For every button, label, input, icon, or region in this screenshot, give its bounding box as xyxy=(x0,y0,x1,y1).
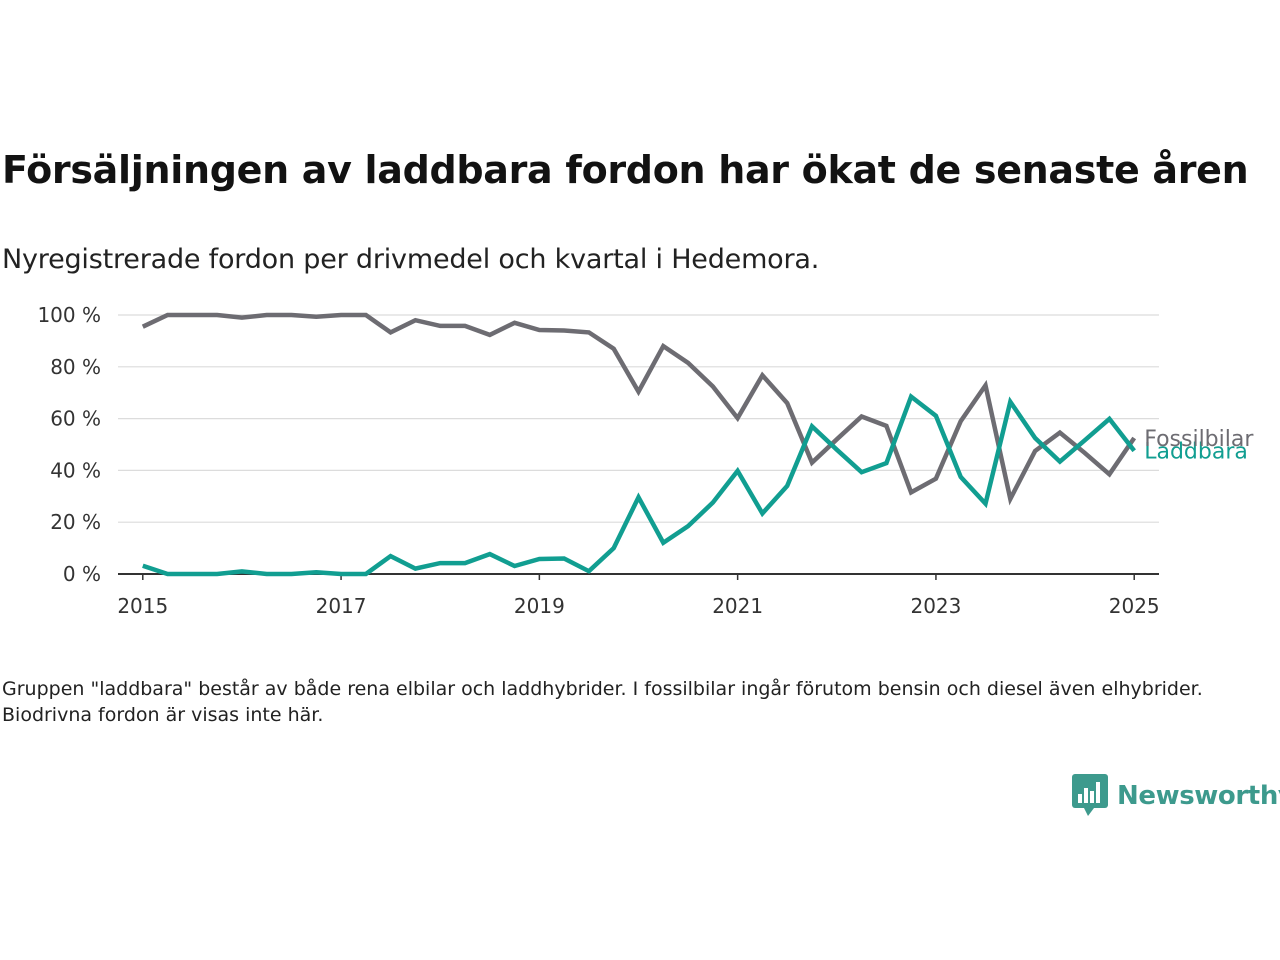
y-tick-label: 100 % xyxy=(37,303,101,327)
x-tick-label: 2025 xyxy=(1109,594,1160,618)
line-chart: 0 % 20 % 40 % 60 % 80 % 100 % 2015 2017 2019 202… xyxy=(37,303,1254,618)
chart-subtitle: Nyregistrerade fordon per drivmedel och … xyxy=(2,244,820,275)
x-tick-label: 2015 xyxy=(117,594,168,618)
brand-name: Newsworthy xyxy=(1117,781,1280,811)
x-tick-label: 2023 xyxy=(910,594,961,618)
series-line-laddbara xyxy=(142,392,1136,577)
x-tick-label: 2019 xyxy=(514,594,565,618)
footnote: Gruppen "laddbara" består av både rena e… xyxy=(2,678,1203,726)
series-label-laddbara: Laddbara xyxy=(1144,440,1248,465)
newsworthy-logo[interactable]: Newsworthy xyxy=(1072,774,1280,818)
y-tick-label: 80 % xyxy=(50,355,101,379)
series-line-fossilbilar xyxy=(141,312,1137,506)
x-tick-label: 2021 xyxy=(712,594,763,618)
y-axis: 0 % 20 % 40 % 60 % 80 % 100 % xyxy=(37,303,101,586)
series-lines xyxy=(141,312,1137,577)
x-axis: 2015 2017 2019 2021 2023 2025 xyxy=(117,573,1160,618)
chart-title: Försäljningen av laddbara fordon har öka… xyxy=(2,148,1249,192)
x-tick-label: 2017 xyxy=(316,594,367,618)
y-tick-label: 0 % xyxy=(63,562,101,586)
bar-chart-speech-bubble-icon xyxy=(1072,774,1108,816)
y-tick-label: 20 % xyxy=(50,510,101,534)
gridlines xyxy=(118,314,1159,523)
y-tick-label: 40 % xyxy=(50,458,101,482)
series-label-fossilbilar: Fossilbilar xyxy=(1144,427,1254,452)
y-tick-label: 60 % xyxy=(50,407,101,431)
